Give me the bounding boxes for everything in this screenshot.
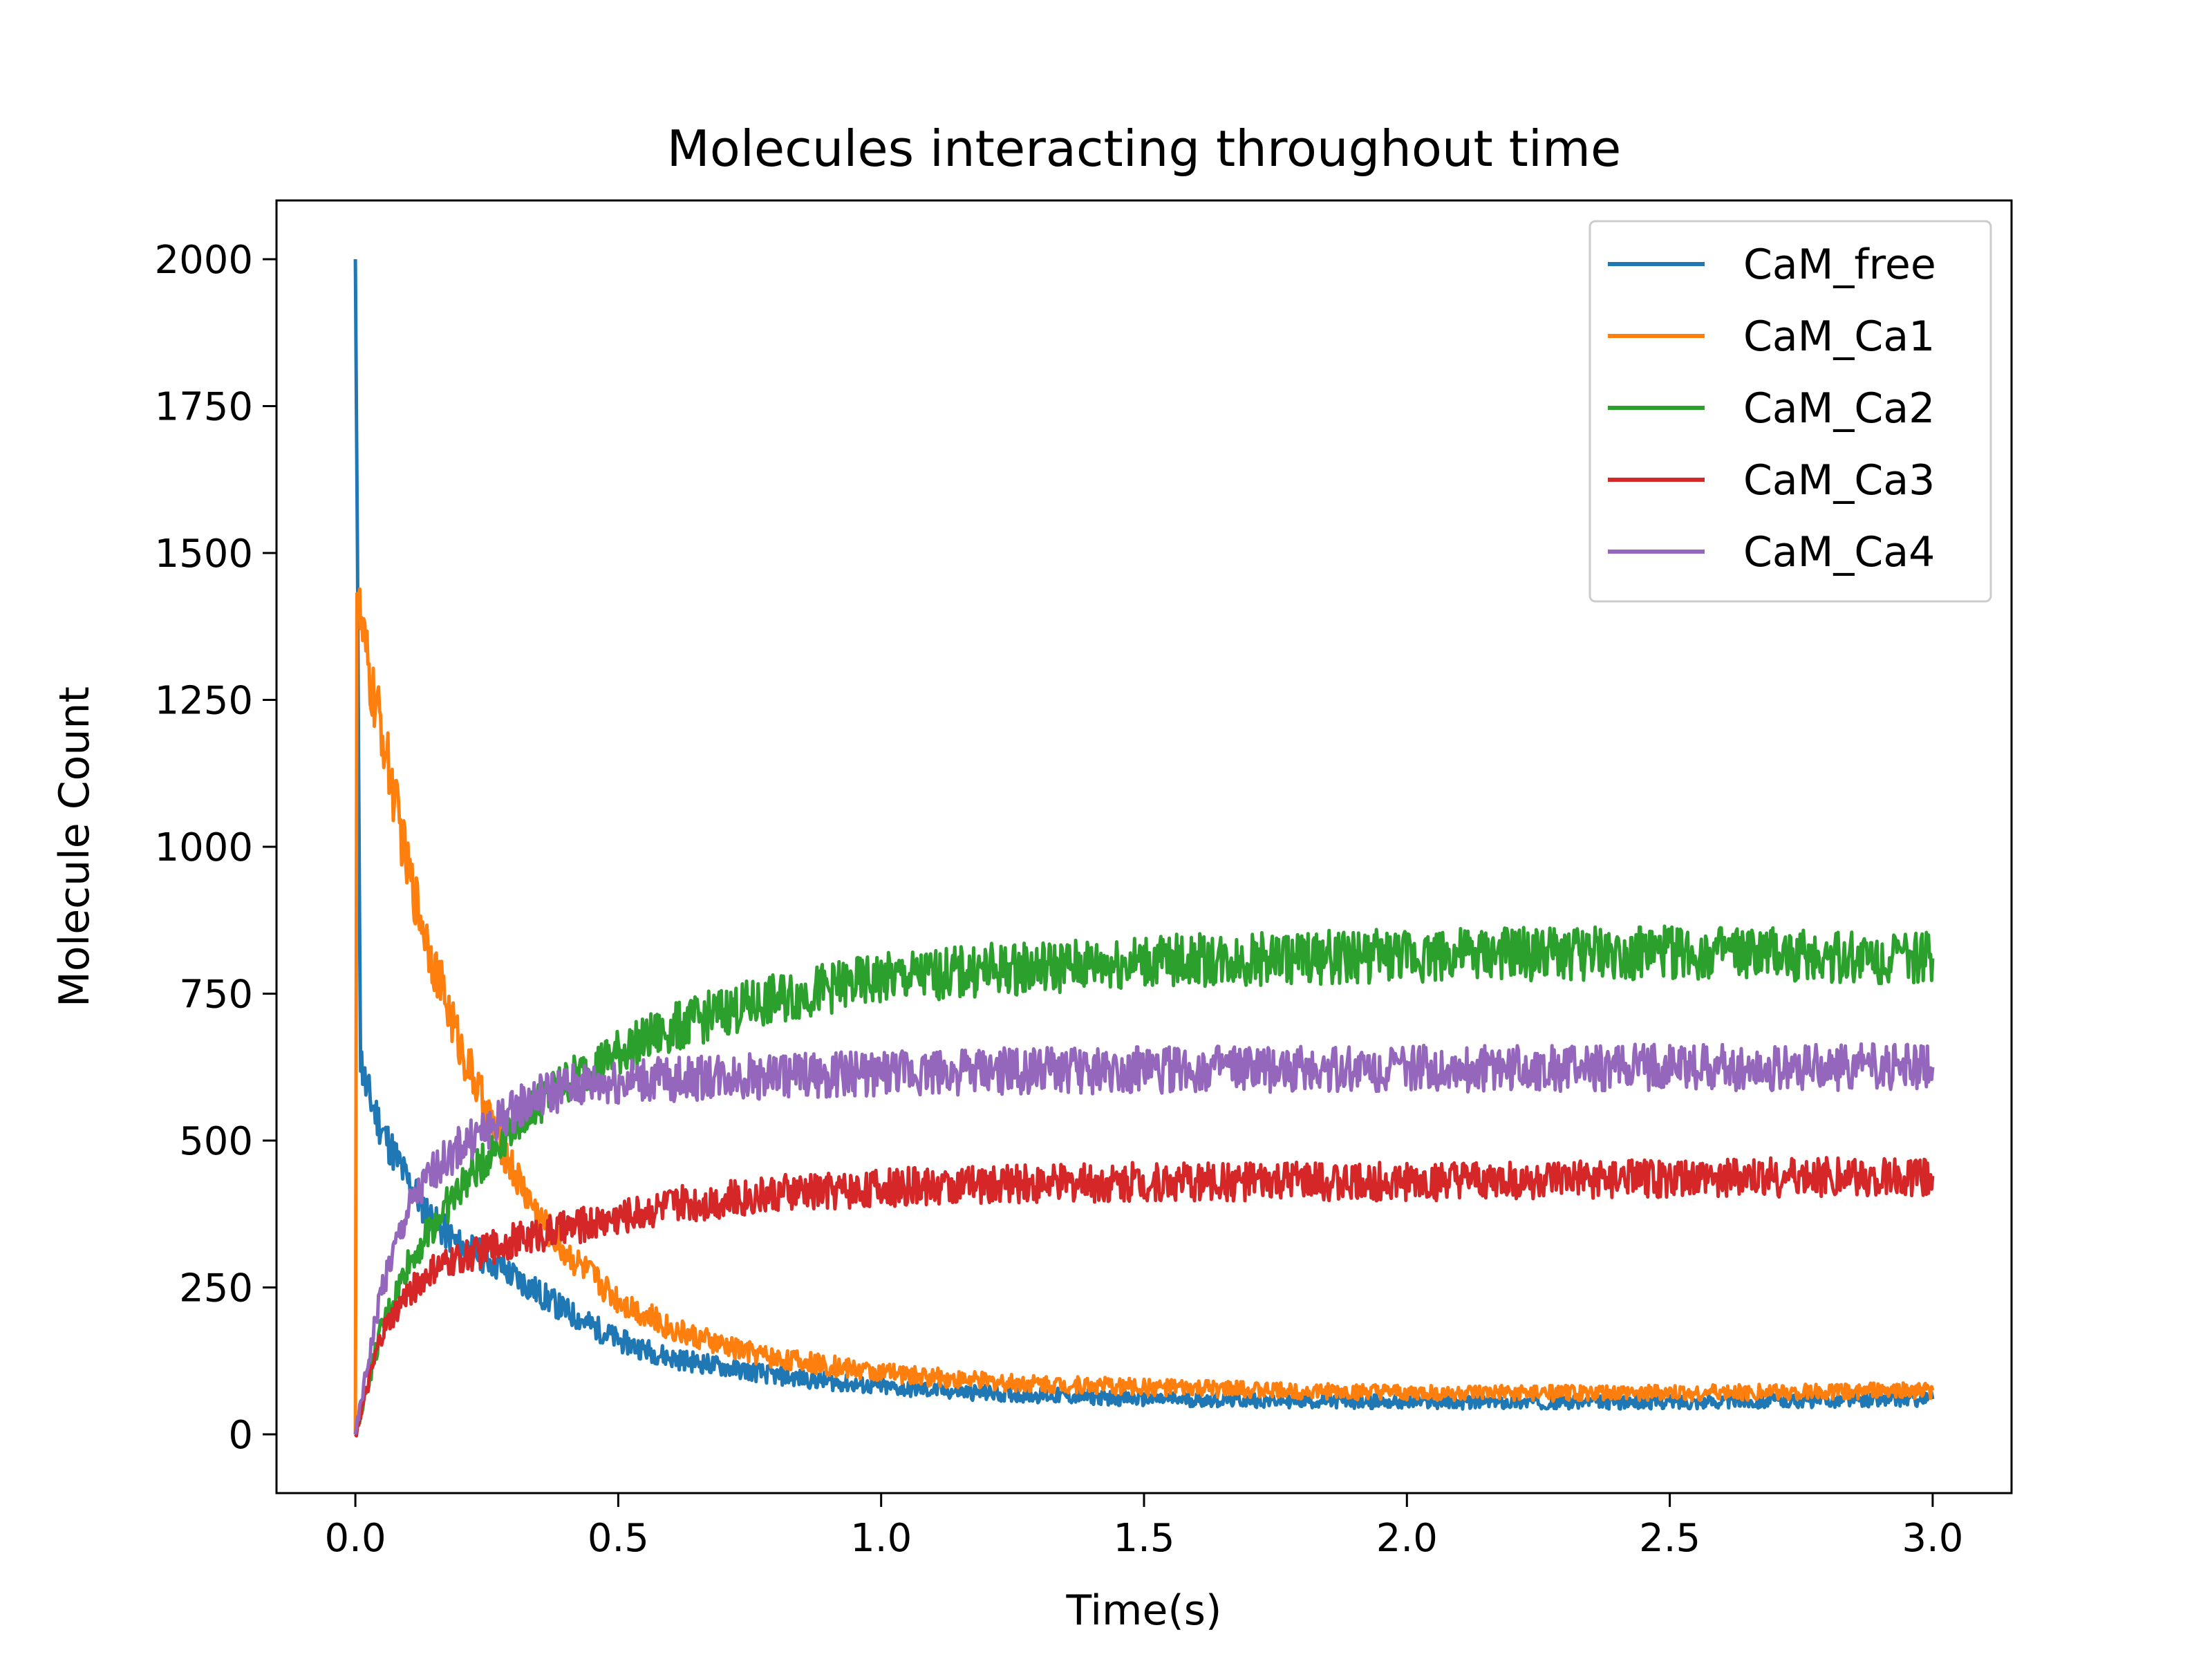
legend-label: CaM_Ca2: [1743, 384, 1935, 433]
series-line-cam-ca2: [353, 924, 1935, 1435]
y-tick-label: 1000: [154, 825, 253, 870]
series-line-cam-ca4: [353, 1042, 1935, 1435]
x-tick-label: 3.0: [1902, 1516, 1963, 1561]
legend-box: [1588, 220, 1992, 603]
x-tick-label: 0.5: [588, 1516, 649, 1561]
series-line-cam-ca3: [354, 1156, 1935, 1438]
y-tick-label: 250: [179, 1266, 253, 1311]
y-tick-label: 1500: [154, 532, 253, 577]
x-tick-label: 0.0: [325, 1516, 386, 1561]
legend-label: CaM_free: [1743, 241, 1936, 289]
x-tick-label: 2.0: [1376, 1516, 1438, 1561]
y-tick-label: 500: [179, 1119, 253, 1164]
y-axis: 0 250 500 750 1000 1250 1500 1750 2000: [154, 238, 276, 1458]
y-tick-label: 0: [228, 1413, 253, 1458]
series-line-cam-ca1: [353, 587, 1935, 1435]
y-tick-label: 1250: [154, 679, 253, 724]
y-tick-label: 2000: [154, 238, 253, 283]
x-axis: 0.0 0.5 1.0 1.5 2.0 2.5 3.0: [325, 1493, 1963, 1561]
legend: CaM_free CaM_Ca1 CaM_Ca2 CaM_Ca3 CaM_Ca4: [1588, 220, 1992, 603]
x-tick-label: 2.5: [1639, 1516, 1700, 1561]
chart-title: Molecules interacting throughout time: [667, 120, 1622, 178]
legend-label: CaM_Ca3: [1743, 456, 1935, 505]
y-tick-label: 1750: [154, 385, 253, 430]
legend-label: CaM_Ca1: [1743, 312, 1935, 361]
y-tick-label: 750: [179, 973, 253, 1018]
x-tick-label: 1.0: [850, 1516, 912, 1561]
x-axis-label: Time(s): [1066, 1586, 1222, 1635]
y-axis-label: Molecule Count: [50, 686, 99, 1007]
series-layer: [353, 259, 1935, 1438]
x-tick-label: 1.5: [1113, 1516, 1174, 1561]
legend-label: CaM_Ca4: [1743, 528, 1935, 577]
series-line-cam-free: [353, 259, 1935, 1411]
